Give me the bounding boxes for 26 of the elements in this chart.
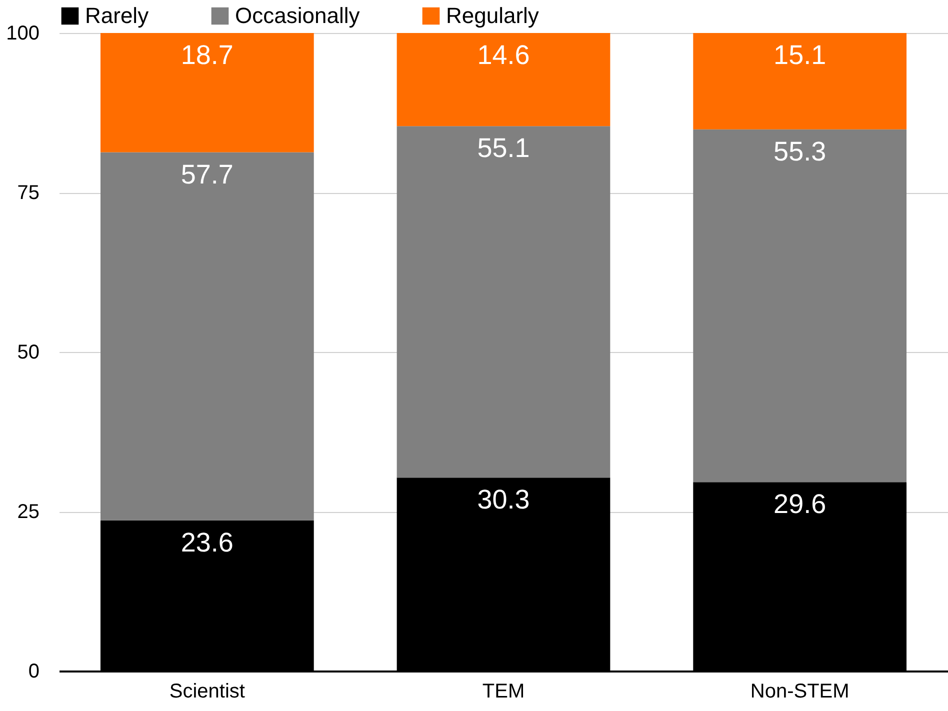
legend-label: Rarely xyxy=(85,3,149,28)
y-tick-label: 25 xyxy=(17,501,40,523)
data-label: 55.1 xyxy=(477,133,530,164)
bar xyxy=(396,33,610,126)
y-tick-label: 100 xyxy=(6,22,40,44)
x-tick-label: Scientist xyxy=(169,680,246,702)
data-label: 55.3 xyxy=(774,136,826,166)
data-label: 57.7 xyxy=(180,159,234,190)
y-tick-label: 50 xyxy=(17,342,40,364)
y-tick-label: 0 xyxy=(28,660,40,682)
data-label: 30.3 xyxy=(477,484,530,515)
bar xyxy=(396,126,610,478)
bar xyxy=(693,33,907,130)
legend-label: Regularly xyxy=(446,3,539,28)
data-label: 23.6 xyxy=(180,527,234,558)
y-tick-label: 75 xyxy=(17,182,40,204)
bar xyxy=(693,129,907,482)
legend-label: Occasionally xyxy=(235,3,360,28)
x-tick-label: Non-STEM xyxy=(750,680,850,702)
data-label: 15.1 xyxy=(774,40,826,70)
data-label: 18.7 xyxy=(180,40,234,70)
bar xyxy=(100,152,314,520)
x-tick-label: TEM xyxy=(482,680,525,702)
bar xyxy=(100,33,314,152)
data-label: 14.6 xyxy=(477,40,530,70)
data-label: 29.6 xyxy=(774,489,826,520)
